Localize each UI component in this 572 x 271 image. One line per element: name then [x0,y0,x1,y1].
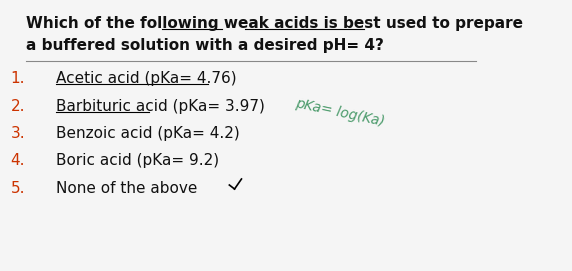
Text: a buffered solution with a desired pH= 4?: a buffered solution with a desired pH= 4… [26,38,384,53]
Text: 2.: 2. [10,99,25,114]
Text: 3.: 3. [10,126,25,141]
Text: Benzoic acid (pKa= 4.2): Benzoic acid (pKa= 4.2) [56,126,240,141]
Text: 1.: 1. [10,71,25,86]
Text: None of the above: None of the above [56,181,198,196]
Text: Barbituric acid (pKa= 3.97): Barbituric acid (pKa= 3.97) [56,99,265,114]
Text: 4.: 4. [10,153,25,168]
Text: 5.: 5. [10,181,25,196]
Text: Which of the following weak acids is best used to prepare: Which of the following weak acids is bes… [26,16,523,31]
Text: Boric acid (pKa= 9.2): Boric acid (pKa= 9.2) [56,153,220,168]
Text: Acetic acid (pKa= 4.76): Acetic acid (pKa= 4.76) [56,71,237,86]
Text: pKa= log(Ka): pKa= log(Ka) [294,96,386,128]
